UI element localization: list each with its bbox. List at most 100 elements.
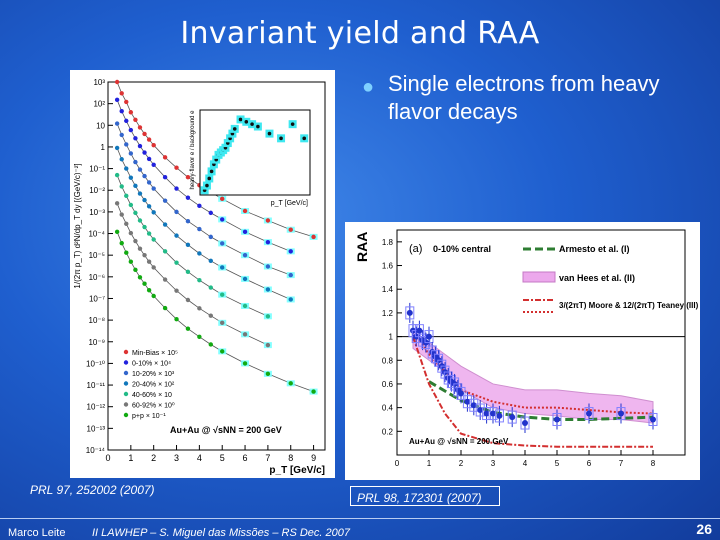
data-point: [142, 281, 147, 286]
data-point: [162, 249, 168, 254]
data-point: [146, 204, 152, 209]
y-tick-label: 10⁻⁴: [88, 230, 105, 239]
data-point: [119, 91, 124, 96]
data-point: [119, 132, 124, 138]
x-tick-label: 3: [491, 459, 496, 468]
y-tick-label: 1.4: [382, 285, 394, 294]
x-tick-label: 1: [427, 459, 432, 468]
x-tick-label: 7: [265, 453, 270, 463]
data-point: [174, 209, 179, 215]
data-point: [174, 233, 179, 238]
legend-marker: [123, 402, 129, 407]
reference-right: PRL 98, 172301 (2007): [350, 486, 500, 506]
data-point: [288, 272, 293, 278]
reference-left: PRL 97, 252002 (2007): [30, 483, 155, 497]
syst-box: [488, 407, 498, 421]
data-point: [133, 136, 138, 141]
data-point: [197, 226, 202, 232]
legend-marker: [123, 349, 129, 355]
inset-point: [302, 136, 307, 141]
legend-label: 10-20% × 10³: [132, 371, 175, 378]
data-point: [185, 175, 191, 180]
data-point: [128, 230, 134, 236]
data-point: [114, 145, 120, 151]
legend-label: 0-10% × 10⁴: [132, 361, 171, 368]
inset-point: [207, 176, 212, 181]
data-point: [124, 118, 129, 124]
legend-moore-teaney: 3/(2πT) Moore & 12/(2πT) Teaney (III): [559, 301, 699, 310]
data-point: [242, 361, 248, 366]
yield-chart: 10³10²10110⁻¹10⁻²10⁻³10⁻⁴10⁻⁵10⁻⁶10⁻⁷10⁻…: [73, 78, 326, 476]
data-point: [174, 165, 179, 170]
data-point: [114, 97, 120, 103]
inset-point: [250, 122, 254, 126]
y-tick-label: 1.2: [382, 309, 394, 318]
syst-box: [424, 330, 434, 344]
data-point: [119, 157, 124, 162]
data-point: [137, 275, 143, 280]
legend-marker: [123, 391, 129, 397]
data-point: [128, 110, 134, 115]
data-point: [406, 309, 413, 316]
data-point: [220, 265, 225, 270]
data-point: [162, 175, 168, 180]
y-tick-label: 10⁻¹¹: [87, 381, 106, 390]
data-point: [174, 288, 179, 293]
x-tick-label: 1: [128, 453, 133, 463]
data-point: [114, 79, 120, 85]
bullet-icon: ●: [362, 76, 375, 98]
syst-box: [648, 412, 658, 426]
data-point: [197, 277, 202, 283]
syst-box: [469, 398, 479, 412]
data-point: [128, 127, 134, 133]
data-point: [220, 349, 225, 354]
y-tick-label: 10⁻⁵: [89, 251, 105, 260]
x-tick-label: 9: [311, 453, 316, 463]
data-point: [483, 410, 490, 417]
y-tick-label: 10³: [93, 78, 105, 87]
data-point: [146, 156, 152, 162]
legend-marker: [123, 412, 129, 418]
legend-marker: [123, 381, 129, 386]
data-point: [174, 260, 179, 265]
data-point: [151, 210, 156, 215]
inset-point: [232, 127, 237, 131]
x-tick-label: 6: [243, 453, 248, 463]
moore-line: [412, 336, 653, 448]
footer-divider: [0, 518, 720, 519]
y-tick-label: 1.6: [382, 262, 394, 271]
inset-point: [290, 122, 295, 126]
plot-frame: [396, 229, 686, 456]
data-point: [458, 390, 464, 397]
data-point: [509, 414, 516, 421]
data-point: [288, 249, 293, 254]
data-point: [162, 277, 168, 282]
data-point: [151, 143, 156, 148]
legend-label: p+p × 10⁻¹: [132, 413, 166, 420]
data-point: [197, 334, 202, 339]
syst-box: [456, 386, 466, 400]
data-point: [265, 371, 271, 377]
data-point: [242, 303, 248, 309]
y-tick-label: 0.4: [382, 404, 394, 413]
data-point: [151, 265, 156, 270]
data-point: [288, 227, 293, 232]
data-point: [142, 252, 147, 258]
data-point: [114, 201, 120, 206]
slide-title: Invariant yield and RAA: [180, 16, 540, 51]
data-point: [185, 195, 191, 200]
data-point: [114, 172, 120, 178]
data-point: [265, 239, 271, 245]
y-tick-label: 10⁻⁷: [89, 294, 105, 303]
inset-y-label: heavy-flavor e / background e: [190, 110, 196, 190]
data-point: [586, 410, 592, 417]
inset-point: [267, 131, 272, 136]
inset-point: [256, 124, 260, 129]
y-tick-label: 10⁻⁸: [89, 316, 106, 325]
x-tick-label: 4: [523, 459, 528, 468]
y-tick-label: 10⁻⁹: [88, 338, 105, 347]
data-point: [288, 297, 293, 302]
data-point: [185, 269, 191, 275]
data-point: [490, 410, 496, 417]
